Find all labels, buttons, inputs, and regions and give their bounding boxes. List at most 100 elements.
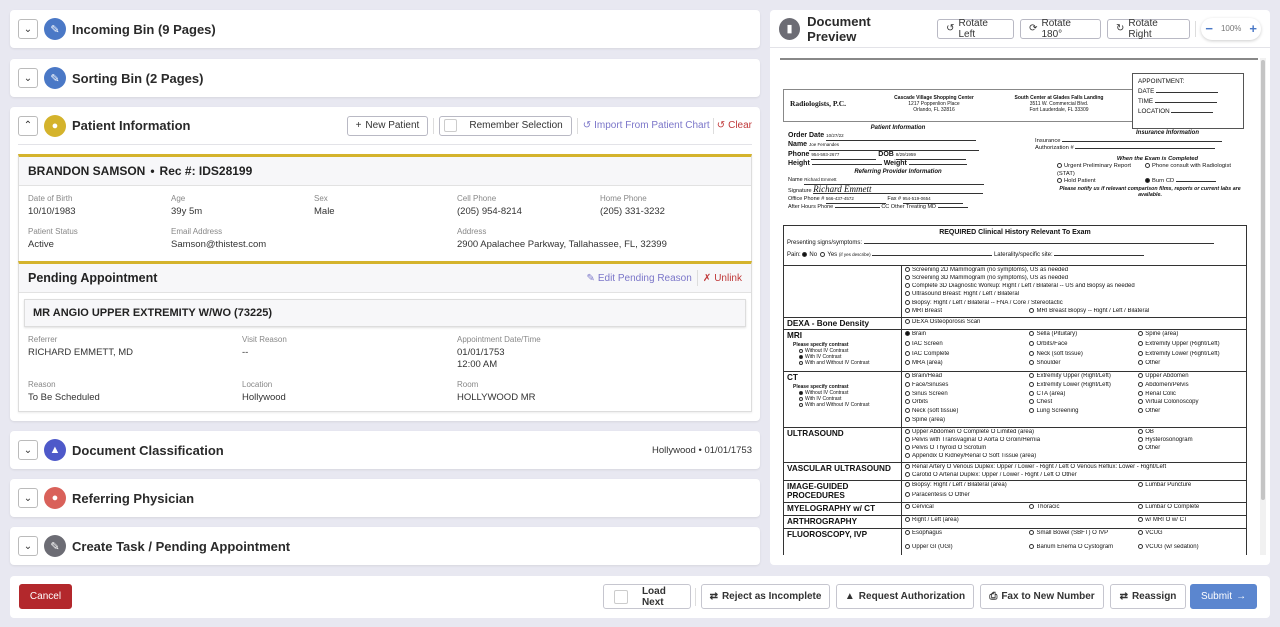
form-row: IMAGE-GUIDED PROCEDURES Biopsy: Right / L… [783, 481, 1247, 503]
radio-icon [905, 437, 910, 442]
form-option: MRI Breast [905, 307, 1025, 316]
form-options: Screening 2D Mammogram (no symptoms), US… [902, 266, 1246, 317]
field-value: Samson@thistest.com [171, 239, 267, 250]
divider [712, 117, 714, 134]
expand-chevron-icon[interactable]: ⌄ [18, 440, 38, 460]
field-value: Hollywood [242, 392, 286, 403]
form-option: Brain [905, 331, 1025, 341]
submit-button[interactable]: Submit → [1190, 584, 1257, 609]
pain-label: Pain: [787, 252, 801, 258]
expand-chevron-icon[interactable]: ⌄ [18, 19, 38, 39]
panel-title[interactable]: Sorting Bin (2 Pages) [72, 70, 204, 86]
radio-icon [1029, 504, 1035, 509]
unlink-link[interactable]: ✗ Unlink [703, 273, 742, 284]
form-options: Right / Left (area) w/ MRI O w/ CT [902, 516, 1246, 528]
expand-chevron-icon[interactable]: ⌄ [18, 488, 38, 508]
zoom-in-button[interactable]: + [1249, 21, 1258, 36]
field-value: To Be Scheduled [28, 392, 100, 403]
stamp-icon: ▲ [44, 439, 66, 461]
address-1: Cascade Village Shopping Center 1217 Popp… [879, 95, 989, 113]
field-label: Age [171, 194, 186, 203]
contrast-option: With and Without IV Contrast [793, 360, 898, 366]
form-option: Pelvis O Thyroid O Scrotum [905, 445, 1134, 453]
zoom-out-button[interactable]: − [1205, 21, 1213, 36]
collapse-chevron-icon[interactable]: ⌃ [18, 115, 38, 136]
phone-label: Phone [788, 150, 810, 158]
radio-icon [1138, 543, 1144, 549]
field-label: Appointment Date/Time [457, 335, 541, 344]
option-label: Extremity Lower (Right/Left) [1036, 381, 1111, 388]
rotate-right-button[interactable]: ↻ Rotate Right [1106, 18, 1191, 40]
load-next-checkbox[interactable]: Load Next [603, 584, 691, 609]
cancel-button[interactable]: Cancel [19, 584, 72, 609]
panel-title[interactable]: Incoming Bin (9 Pages) [72, 21, 216, 37]
radio-icon [905, 530, 910, 535]
form-option: Paracentesis O Other [905, 491, 1243, 502]
option-label: Upper GI (UGI) [912, 543, 953, 550]
authorization-label: Authorization # [1035, 145, 1074, 151]
option-label: Spine (area) [1145, 331, 1179, 338]
address-2: South Center at Glades Falls Landing 3511… [994, 95, 1124, 113]
sort-icon: ✎ [44, 67, 66, 89]
radio-icon [799, 402, 803, 407]
option-label: Brain/Head [912, 373, 943, 380]
radio-icon [820, 251, 826, 257]
panel-title[interactable]: Referring Physician [72, 490, 195, 506]
panel-title[interactable]: Create Task / Pending Appointment [72, 538, 291, 554]
radio-filled-icon [905, 331, 910, 336]
signature-image: Richard Emmett [813, 184, 984, 194]
radio-icon [905, 453, 910, 458]
contrast-option: With and Without IV Contrast [793, 402, 898, 408]
form-options: Brain/Head Extremity Upper (Right/Left) Up… [902, 372, 1246, 427]
contrast-options: Please specify contrast Without IV Contra… [787, 342, 898, 366]
clear-link[interactable]: ↺ Clear [717, 120, 752, 131]
preview-title: Document Preview [807, 13, 871, 44]
physician-icon: ● [44, 487, 66, 509]
radio-icon [905, 390, 910, 396]
form-option: Ultrasound Breast: Right / Left / Bilate… [905, 291, 1243, 299]
expand-chevron-icon[interactable]: ⌄ [18, 68, 38, 88]
address-line: Fort Lauderdale, FL 33309 [1029, 107, 1089, 113]
new-patient-button[interactable]: + New Patient [346, 115, 429, 136]
preview-scrollbar[interactable] [1260, 58, 1266, 555]
patient-information-panel: ⌃ ● Patient Information + New Patient Rem… [10, 107, 760, 421]
address-line: Cascade Village Shopping Center [894, 95, 974, 101]
appt-label: APPOINTMENT: [1138, 78, 1185, 85]
radio-icon [905, 307, 910, 313]
radio-icon [1138, 429, 1144, 434]
form-section-label: VASCULAR ULTRASOUND [784, 463, 902, 480]
radio-icon [905, 360, 910, 366]
reject-incomplete-button[interactable]: ⇄ Reject as Incomplete [701, 584, 830, 609]
fax-label: Fax # [887, 196, 902, 203]
panel-title: Patient Information [72, 118, 191, 133]
fax-value: 954-519-0654 [902, 195, 963, 204]
appt-time-label: TIME [1138, 98, 1154, 105]
option-label: Sella (Pituitary) [1036, 331, 1078, 338]
form-row: CT Please specify contrast Without IV Cont… [783, 372, 1247, 428]
form-option: Right / Left (area) [905, 517, 1134, 527]
fax-icon: ⎙ [989, 591, 998, 602]
edit-pending-reason-link[interactable]: ✎ Edit Pending Reason [586, 273, 691, 284]
request-authorization-button[interactable]: ▲ Request Authorization [836, 584, 974, 609]
patient-name: BRANDON SAMSON [28, 164, 146, 178]
rotate-180-button[interactable]: ⟳ Rotate 180° [1020, 18, 1101, 40]
import-from-chart-link[interactable]: ↺ Import From Patient Chart [583, 120, 710, 131]
option-label: IAC Screen [912, 340, 943, 347]
reassign-button[interactable]: ⇄ Reassign [1110, 584, 1186, 609]
panel-title[interactable]: Document Classification [72, 442, 224, 458]
field-label: Reason [28, 380, 56, 389]
radio-filled-icon [1145, 178, 1150, 184]
import-label: Import From Patient Chart [594, 120, 710, 131]
arrow-right-icon: → [1236, 591, 1247, 602]
remember-selection-checkbox[interactable]: Remember Selection [439, 115, 572, 136]
radio-icon [905, 340, 910, 346]
procedure-card[interactable]: MR ANGIO UPPER EXTREMITY W/WO (73225) [24, 299, 746, 327]
rotate-left-button[interactable]: ↺ Rotate Left [937, 18, 1015, 40]
contrast-option: With IV Contrast [793, 396, 898, 402]
scrollbar-thumb[interactable] [1261, 60, 1265, 500]
divider [696, 270, 698, 286]
expand-chevron-icon[interactable]: ⌄ [18, 536, 38, 556]
form-section-label: ARTHROGRAPHY [784, 516, 902, 528]
phone-consult-option: Phone consult with Radiologist [1145, 163, 1235, 178]
fax-new-number-button[interactable]: ⎙ Fax to New Number [980, 584, 1104, 609]
